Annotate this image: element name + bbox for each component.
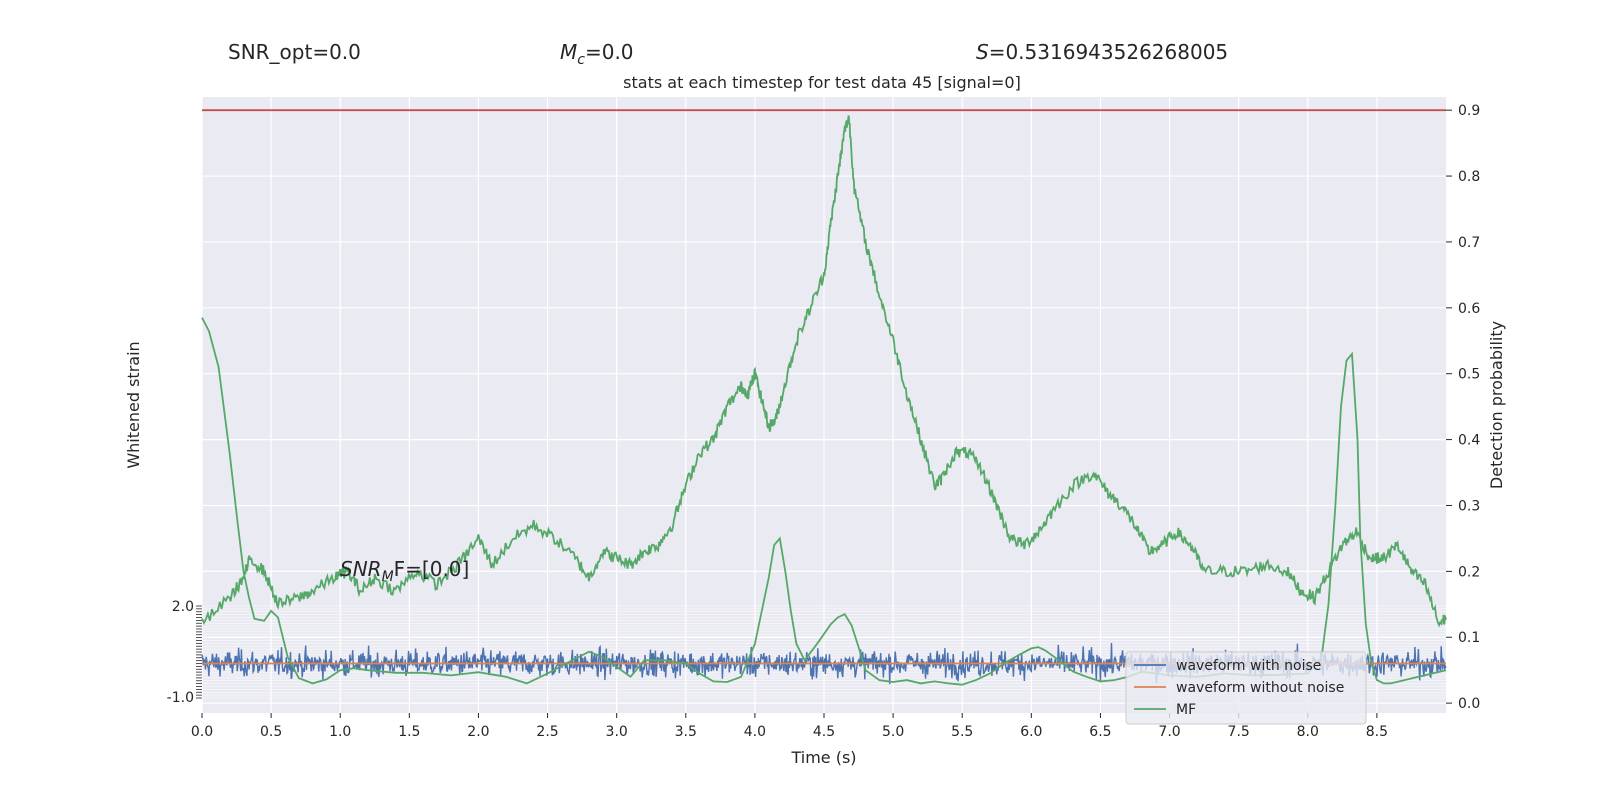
x-tick-label-12: 6.0 bbox=[1020, 724, 1042, 740]
y-right-axis-ticks: 0.0 0.1 0.2 0.3 0.4 0.5 0.6 0.7 0.8 0.9 bbox=[1446, 103, 1480, 712]
y-left-tick-top: 2.0 bbox=[172, 599, 194, 615]
x-tick-label-3: 1.5 bbox=[398, 724, 420, 740]
y-left-axis-label: Whitened strain bbox=[124, 341, 143, 468]
snr-opt-label: SNR_opt=0.0 bbox=[228, 40, 361, 64]
y-tick-label-2: 0.2 bbox=[1458, 564, 1480, 580]
y-right-axis-label: Detection probability bbox=[1487, 321, 1506, 489]
y-tick-label-4: 0.4 bbox=[1458, 433, 1480, 449]
x-tick-label-14: 7.0 bbox=[1158, 724, 1180, 740]
score-label: S=0.5316943526268005 bbox=[976, 40, 1228, 64]
y-tick-label-6: 0.6 bbox=[1458, 301, 1480, 317]
x-tick-label-0: 0.0 bbox=[191, 724, 213, 740]
legend-label-clean: waveform without noise bbox=[1176, 680, 1344, 696]
x-tick-label-13: 6.5 bbox=[1089, 724, 1111, 740]
x-axis-ticks: 0.0 0.5 1.0 1.5 2.0 2.5 3.0 3.5 4.0 4.5 5.0 5.5 6.0 6… bbox=[191, 713, 1388, 740]
x-tick-label-15: 7.5 bbox=[1228, 724, 1250, 740]
x-tick-label-17: 8.5 bbox=[1366, 724, 1388, 740]
series-detection-probability bbox=[201, 115, 1447, 628]
y-tick-label-5: 0.5 bbox=[1458, 367, 1480, 383]
x-tick-label-8: 4.0 bbox=[744, 724, 766, 740]
legend-label-mf: MF bbox=[1176, 702, 1196, 718]
x-tick-label-10: 5.0 bbox=[882, 724, 904, 740]
legend: waveform with noise waveform without noi… bbox=[1125, 651, 1367, 725]
x-tick-label-4: 2.0 bbox=[467, 724, 489, 740]
y-tick-label-3: 0.3 bbox=[1458, 498, 1480, 514]
x-tick-label-9: 4.5 bbox=[813, 724, 835, 740]
y-tick-label-8: 0.8 bbox=[1458, 169, 1480, 185]
x-tick-label-2: 1.0 bbox=[329, 724, 351, 740]
y-tick-label-1: 0.1 bbox=[1458, 630, 1480, 646]
y-left-tick-bottom: -1.0 bbox=[167, 690, 194, 706]
x-tick-label-1: 0.5 bbox=[260, 724, 282, 740]
x-tick-label-7: 3.5 bbox=[675, 724, 697, 740]
x-tick-label-16: 8.0 bbox=[1297, 724, 1319, 740]
y-tick-label-7: 0.7 bbox=[1458, 235, 1480, 251]
legend-label-noise: waveform with noise bbox=[1176, 658, 1321, 674]
chirp-mass-label: Mc=0.0 bbox=[560, 40, 634, 68]
y-tick-label-0: 0.0 bbox=[1458, 696, 1480, 712]
x-tick-label-6: 3.0 bbox=[606, 724, 628, 740]
x-tick-label-11: 5.5 bbox=[951, 724, 973, 740]
y-tick-label-9: 0.9 bbox=[1458, 103, 1480, 119]
x-axis-label: Time (s) bbox=[790, 748, 856, 767]
chart-title: stats at each timestep for test data 45 … bbox=[623, 73, 1021, 92]
x-tick-label-5: 2.5 bbox=[536, 724, 558, 740]
snr-mf-annotation: SNRMF=[0.0] bbox=[340, 557, 469, 585]
